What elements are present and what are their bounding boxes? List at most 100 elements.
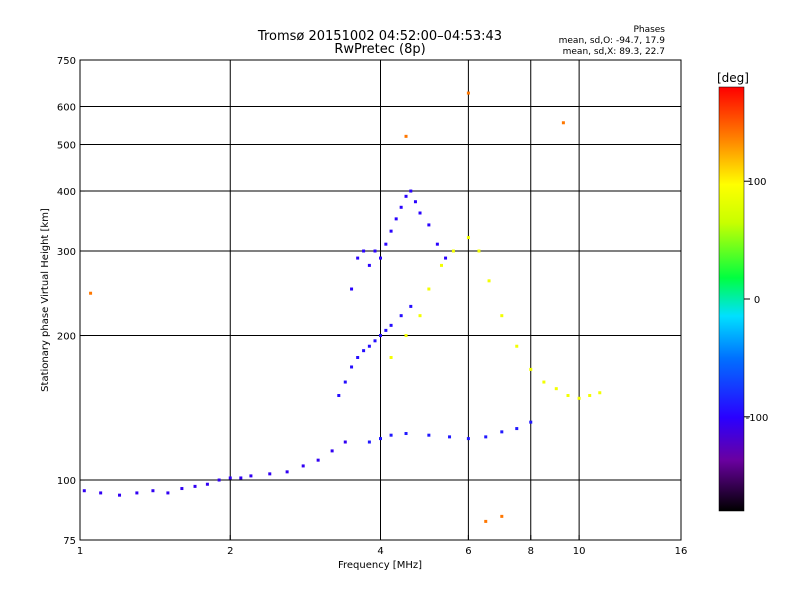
y-tick-label: 750: [57, 56, 76, 67]
data-point: [180, 487, 184, 491]
data-point: [249, 474, 253, 478]
data-point: [404, 334, 408, 338]
x-tick-label: 6: [465, 546, 471, 557]
data-point: [362, 249, 366, 253]
data-point: [466, 437, 470, 441]
x-tick-label: 16: [675, 546, 688, 557]
colorbar-gradient: [718, 86, 745, 512]
colorbar-tick-label: 0: [754, 295, 760, 306]
data-point: [350, 287, 354, 291]
x-axis-label: Frequency [MHz]: [338, 560, 422, 571]
data-point: [427, 223, 431, 227]
x-tick-label: 1: [77, 546, 83, 557]
y-tick-label: 500: [57, 141, 76, 152]
data-point: [356, 256, 360, 260]
data-point: [389, 229, 393, 233]
data-point: [268, 472, 272, 476]
data-point: [379, 437, 382, 441]
data-point: [484, 435, 488, 439]
data-point: [379, 334, 382, 338]
y-tick-label: 600: [57, 103, 76, 114]
colorbar-tick-label: -100: [746, 413, 769, 424]
data-point: [427, 433, 431, 437]
data-point: [285, 470, 289, 474]
data-point: [500, 314, 504, 318]
data-point: [367, 263, 371, 267]
data-point: [205, 482, 209, 486]
chart-title-line2: RwPretec (8p): [334, 42, 425, 57]
data-point: [448, 435, 452, 439]
data-point: [466, 236, 470, 240]
data-point: [588, 394, 592, 398]
data-point: [217, 478, 221, 482]
data-point: [598, 391, 602, 395]
data-point: [350, 365, 354, 369]
data-point: [515, 427, 519, 431]
data-point: [99, 491, 103, 495]
data-point: [356, 355, 360, 359]
data-point: [409, 304, 413, 308]
data-point: [373, 339, 377, 343]
data-point: [561, 121, 565, 125]
y-tick-label: 300: [57, 247, 76, 258]
data-point: [316, 458, 320, 462]
x-tick-label: 4: [377, 546, 383, 557]
y-tick-label: 75: [63, 536, 76, 547]
data-point: [151, 489, 155, 493]
data-point: [427, 287, 431, 291]
data-point: [384, 328, 388, 332]
data-point: [399, 205, 403, 209]
stats-o-line: mean, sd,O: -94.7, 17.9: [559, 36, 666, 46]
data-point: [343, 380, 347, 384]
data-point: [330, 449, 334, 453]
x-tick-label: 2: [227, 546, 233, 557]
colorbar-unit-label: [deg]: [717, 71, 749, 85]
data-point: [435, 242, 439, 246]
points-layer: [82, 91, 602, 523]
y-axis-label: Stationary phase Virtual Height [km]: [40, 208, 51, 392]
data-point: [239, 476, 243, 480]
data-point: [542, 380, 546, 384]
colorbar-tick-label: 100: [747, 177, 766, 188]
data-point: [362, 349, 366, 353]
data-point: [394, 217, 398, 221]
data-point: [337, 394, 341, 398]
data-point: [484, 519, 488, 523]
stats-x-line: mean, sd,X: 89.3, 22.7: [563, 47, 665, 57]
data-point: [166, 491, 170, 495]
y-tick-label: 400: [57, 187, 76, 198]
data-point: [487, 279, 491, 283]
y-tick-label: 100: [57, 476, 76, 487]
data-point: [193, 484, 197, 488]
data-point: [477, 249, 481, 253]
data-point: [89, 291, 93, 295]
data-point: [384, 242, 388, 246]
data-point: [389, 323, 393, 327]
plot-frame: [79, 59, 682, 541]
data-point: [367, 344, 371, 348]
data-point: [418, 211, 422, 215]
data-point: [554, 387, 558, 391]
data-point: [373, 249, 377, 253]
data-point: [343, 440, 347, 444]
data-point: [404, 432, 408, 436]
data-point: [389, 433, 393, 437]
data-point: [577, 396, 581, 400]
data-point: [409, 189, 413, 193]
data-point: [418, 314, 422, 318]
data-point: [515, 344, 519, 348]
data-point: [379, 256, 382, 260]
data-point: [118, 493, 122, 497]
grid-layer: [80, 60, 681, 540]
data-point: [399, 314, 403, 318]
data-point: [451, 249, 455, 253]
chart-title-line1: Tromsø 20151002 04:52:00–04:53:43: [257, 29, 502, 44]
data-point: [466, 91, 470, 95]
colorbar-ticks: 100 0 -100: [744, 177, 768, 424]
data-point: [500, 514, 504, 518]
y-tick-label: 200: [57, 332, 76, 343]
data-point: [389, 355, 393, 359]
data-point: [404, 134, 408, 138]
data-point: [367, 440, 371, 444]
